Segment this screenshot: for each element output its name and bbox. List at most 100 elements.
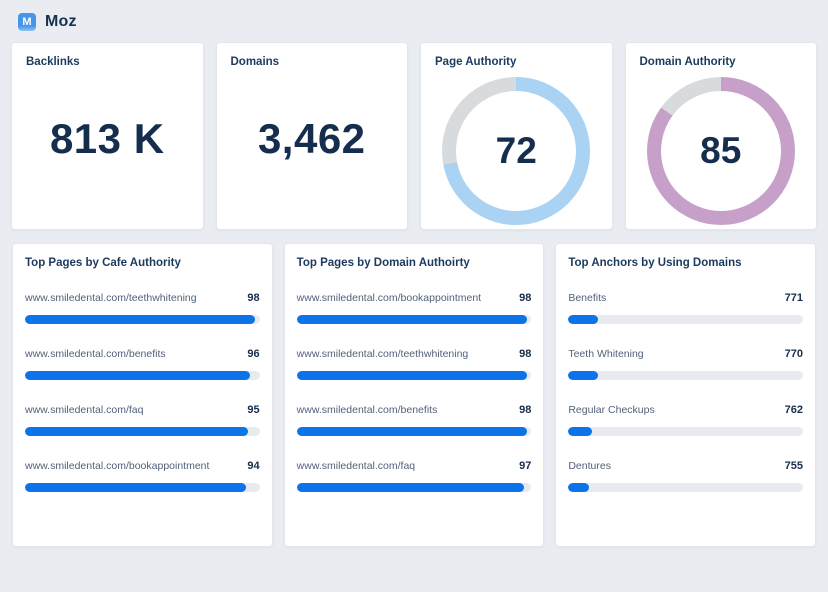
bar-value: 762 — [784, 404, 804, 416]
bar-row-head: www.smiledental.com/benefits 98 — [297, 404, 532, 416]
bar-row: Regular Checkups 762 — [568, 404, 804, 436]
bar-label: www.smiledental.com/teethwhitening — [296, 348, 469, 360]
donut-value: 85 — [700, 130, 742, 171]
bar-fill — [568, 483, 590, 492]
stat-card-title: Page Authority — [435, 56, 517, 68]
stat-value: 813 K — [49, 114, 165, 162]
bar-label: www.smiledental.com/teethwhitening — [25, 292, 197, 304]
bar-row: Dentures 755 — [568, 460, 804, 492]
bar-row: www.smiledental.com/benefits 98 — [296, 404, 532, 436]
bar-track — [568, 427, 804, 436]
bar-value: 771 — [784, 292, 804, 304]
bar-fill — [296, 371, 527, 380]
bar-track — [568, 483, 804, 492]
stat-card-title: Backlinks — [26, 56, 80, 68]
stat-card: Backlinks 813 K — [11, 42, 204, 230]
bar-value: 97 — [519, 460, 532, 472]
stat-card: Domains 3,462 — [215, 42, 408, 230]
bar-row: www.smiledental.com/teethwhitening 98 — [296, 348, 532, 380]
bar-row-head: Benefits 771 — [568, 292, 803, 304]
bar-row: www.smiledental.com/bookappointment 94 — [25, 460, 260, 492]
bar-row-head: www.smiledental.com/bookappointment 98 — [297, 292, 532, 304]
bar-fill — [296, 483, 525, 492]
bar-value: 755 — [784, 460, 804, 472]
bar-value: 770 — [784, 348, 804, 360]
bar-row-head: www.smiledental.com/faq 95 — [25, 404, 260, 416]
bar-value: 98 — [247, 292, 260, 304]
bar-row-head: Dentures 755 — [568, 460, 803, 472]
bar-row: www.smiledental.com/faq 97 — [296, 460, 532, 492]
bar-track — [25, 427, 260, 436]
bar-fill — [25, 315, 255, 324]
app-header: M Moz — [0, 0, 828, 42]
panel: Top Pages by Cafe Authority www.smileden… — [12, 243, 273, 547]
bar-row: Teeth Whitening 770 — [568, 348, 804, 380]
bar-row: www.smiledental.com/bookappointment 98 — [296, 292, 532, 324]
bar-track — [296, 427, 532, 436]
bar-label: www.smiledental.com/faq — [296, 460, 416, 472]
bar-value: 95 — [247, 404, 260, 416]
panel: Top Anchors by Using Domains Benefits 77… — [555, 243, 817, 547]
bar-fill — [296, 427, 527, 436]
moz-logo-icon[interactable]: M — [18, 13, 36, 31]
bar-row-head: Regular Checkups 762 — [568, 404, 803, 416]
donut-value: 72 — [495, 130, 537, 171]
stat-value: 3,462 — [257, 114, 366, 162]
bar-label: Regular Checkups — [568, 404, 655, 416]
bar-track — [296, 483, 532, 492]
bar-track — [25, 371, 260, 380]
stat-cards-row: Backlinks 813 K Domains 3,462 Page Autho… — [0, 42, 828, 230]
bar-row-head: www.smiledental.com/faq 97 — [297, 460, 532, 472]
bar-row-head: www.smiledental.com/teethwhitening 98 — [297, 348, 532, 360]
bar-track — [296, 315, 532, 324]
bar-label: www.smiledental.com/faq — [25, 404, 144, 416]
bar-fill — [25, 427, 248, 436]
bar-fill — [25, 483, 246, 492]
donut-chart: 72 — [442, 77, 591, 225]
bar-fill — [25, 371, 251, 380]
bar-label: www.smiledental.com/benefits — [296, 404, 438, 416]
bar-value: 94 — [247, 460, 260, 472]
stat-card-title: Domain Authority — [639, 56, 736, 68]
panel-rows: Benefits 771 Teeth Whitening 770 Regular… — [568, 292, 804, 492]
bar-fill — [296, 315, 527, 324]
moz-dashboard: M Moz Backlinks 813 K Domains 3,462 Page… — [0, 0, 828, 547]
panel: Top Pages by Domain Authoirty www.smiled… — [283, 243, 545, 547]
bar-row: www.smiledental.com/benefits 96 — [25, 348, 260, 380]
stat-card: Domain Authority 85 — [624, 42, 817, 230]
bar-track — [568, 315, 804, 324]
bar-row-head: www.smiledental.com/teethwhitening 98 — [25, 292, 260, 304]
bar-label: www.smiledental.com/bookappointment — [296, 292, 482, 304]
bar-track — [25, 483, 260, 492]
bar-row-head: Teeth Whitening 770 — [568, 348, 803, 360]
donut-chart: 85 — [646, 77, 795, 225]
bar-row: www.smiledental.com/teethwhitening 98 — [25, 292, 260, 324]
panels-row: Top Pages by Cafe Authority www.smileden… — [0, 243, 828, 547]
bar-label: Benefits — [568, 292, 607, 304]
donut-wrap: 72 — [421, 73, 612, 229]
stat-card: Page Authority 72 — [420, 42, 613, 230]
bar-label: Dentures — [568, 460, 611, 472]
bar-value: 98 — [519, 348, 532, 360]
bar-row-head: www.smiledental.com/bookappointment 94 — [25, 460, 260, 472]
bar-fill — [568, 371, 598, 380]
donut-wrap: 85 — [626, 73, 817, 229]
bar-label: www.smiledental.com/bookappointment — [25, 460, 210, 472]
bar-label: www.smiledental.com/benefits — [25, 348, 166, 360]
bar-value: 96 — [247, 348, 260, 360]
bar-fill — [568, 427, 592, 436]
bar-value: 98 — [519, 292, 532, 304]
bar-value: 98 — [519, 404, 532, 416]
panel-title: Top Pages by Cafe Authority — [25, 257, 181, 269]
panel-title: Top Anchors by Using Domains — [568, 257, 742, 269]
bar-track — [25, 315, 260, 324]
bar-track — [568, 371, 804, 380]
panel-title: Top Pages by Domain Authoirty — [296, 257, 470, 269]
app-title: Moz — [45, 13, 77, 30]
bar-fill — [568, 315, 598, 324]
bar-row: Benefits 771 — [568, 292, 804, 324]
bar-row-head: www.smiledental.com/benefits 96 — [25, 348, 260, 360]
panel-rows: www.smiledental.com/bookappointment 98 w… — [296, 292, 532, 492]
bar-label: Teeth Whitening — [568, 348, 644, 360]
stat-card-title: Domains — [230, 56, 280, 68]
